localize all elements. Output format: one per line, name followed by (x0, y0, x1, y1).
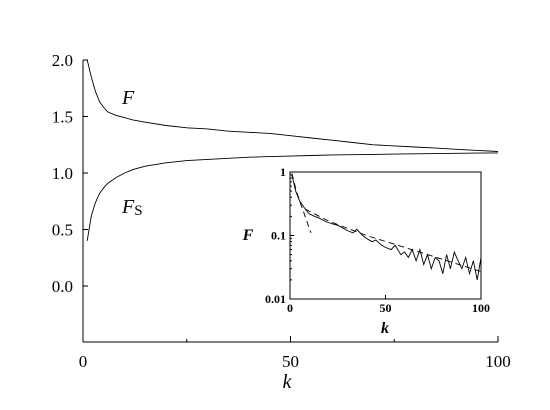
main-y-tick-label: 1.0 (52, 164, 73, 183)
inset-series-line-1-dashed (291, 173, 312, 234)
main-x-tick-label: 0 (79, 352, 88, 371)
main-x-axis-label: k (283, 371, 293, 393)
inset-series (291, 173, 482, 280)
series-label-fs: FS (121, 196, 143, 219)
main-tick-labels: 0.0 0.5 1.0 1.5 2.0 0 50 100 (52, 51, 511, 371)
main-y-tick-label: 0.0 (52, 277, 73, 296)
inset-ticks (289, 171, 482, 300)
main-series-line-f (86, 59, 499, 152)
inset-x-tick-label: 0 (287, 301, 293, 315)
main-series (86, 59, 499, 241)
inset-series-line-2-dashed (305, 208, 482, 273)
inset-series-line-0-solid (291, 174, 482, 280)
main-y-tick-label: 0.5 (52, 221, 73, 240)
main-y-tick-label: 1.5 (52, 108, 73, 127)
main-series-line-fs (86, 152, 499, 241)
inset-y-tick-label: 1 (280, 165, 286, 179)
series-label-f: F (121, 87, 135, 109)
inset-x-axis-label: k (381, 320, 389, 337)
main-x-tick-label: 100 (485, 352, 511, 371)
main-y-tick-label: 2.0 (52, 51, 73, 70)
inset-y-tick-label: 0.1 (271, 229, 286, 243)
inset-frame (289, 171, 482, 300)
main-ticks (82, 59, 499, 342)
main-x-tick-label: 50 (282, 352, 299, 371)
series-label-fs-sub: S (134, 203, 142, 219)
inset-x-tick-label: 100 (472, 301, 490, 315)
inset-tick-labels: 0.01 0.1 1 0 50 100 (265, 165, 490, 315)
series-label-fs-main: F (121, 196, 135, 218)
inset-y-tick-label: 0.01 (265, 292, 286, 306)
inset-y-axis-label: F (242, 227, 254, 244)
inset-x-tick-label: 50 (380, 301, 392, 315)
series-label-f-main: F (121, 87, 135, 109)
